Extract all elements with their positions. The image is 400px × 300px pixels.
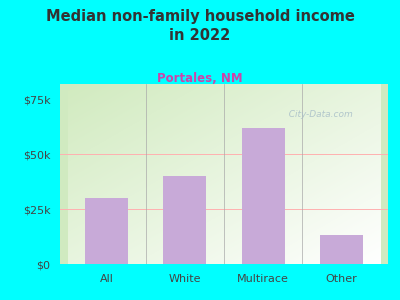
Bar bbox=[242, 128, 284, 264]
Bar bbox=[320, 236, 363, 264]
Text: Portales, NM: Portales, NM bbox=[157, 72, 243, 85]
Text: Median non-family household income
in 2022: Median non-family household income in 20… bbox=[46, 9, 354, 43]
Bar bbox=[85, 198, 128, 264]
Bar bbox=[164, 176, 206, 264]
Text: City-Data.com: City-Data.com bbox=[283, 110, 353, 119]
